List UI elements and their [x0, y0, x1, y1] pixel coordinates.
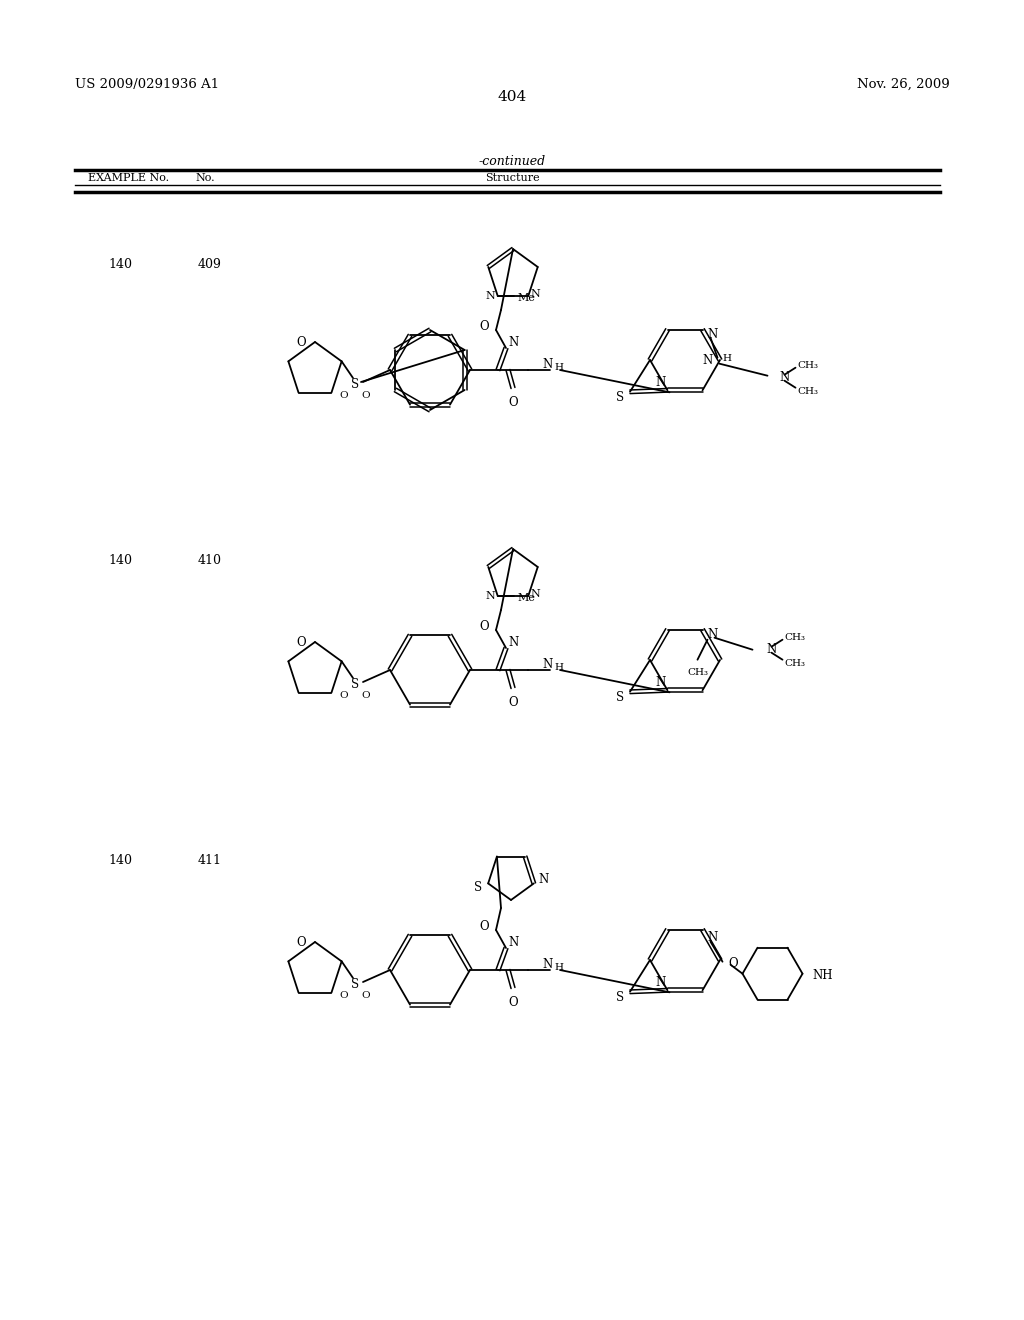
Text: N: N — [655, 676, 666, 689]
Text: CH₃: CH₃ — [798, 362, 818, 370]
Text: N: N — [655, 376, 666, 389]
Text: S: S — [351, 677, 359, 690]
Text: O: O — [508, 696, 518, 709]
Text: N: N — [779, 371, 790, 384]
Text: Me: Me — [518, 593, 536, 603]
Text: Structure: Structure — [484, 173, 540, 183]
Text: N: N — [543, 358, 553, 371]
Text: N: N — [702, 354, 713, 367]
Text: O: O — [340, 991, 348, 1001]
Text: N: N — [508, 936, 518, 949]
Text: N: N — [539, 873, 549, 886]
Text: 410: 410 — [198, 553, 222, 566]
Text: S: S — [615, 391, 624, 404]
Text: N: N — [708, 329, 718, 341]
Text: H: H — [554, 363, 563, 372]
Text: N: N — [708, 628, 718, 642]
Text: O: O — [508, 997, 518, 1008]
Text: 409: 409 — [198, 259, 222, 272]
Text: H: H — [554, 964, 563, 973]
Text: 140: 140 — [108, 553, 132, 566]
Text: O: O — [479, 619, 489, 632]
Text: N: N — [655, 975, 666, 989]
Text: O: O — [340, 692, 348, 701]
Text: N: N — [708, 931, 718, 944]
Text: N: N — [508, 635, 518, 648]
Text: CH₃: CH₃ — [784, 659, 806, 668]
Text: NH: NH — [812, 969, 833, 982]
Text: -continued: -continued — [478, 154, 546, 168]
Text: S: S — [615, 692, 624, 705]
Text: EXAMPLE No.: EXAMPLE No. — [88, 173, 169, 183]
Text: O: O — [296, 335, 306, 348]
Text: O: O — [361, 692, 371, 701]
Text: N: N — [767, 643, 777, 656]
Text: Me: Me — [518, 293, 536, 304]
Text: Nov. 26, 2009: Nov. 26, 2009 — [857, 78, 950, 91]
Text: CH₃: CH₃ — [784, 634, 806, 643]
Text: O: O — [361, 392, 371, 400]
Text: S: S — [615, 991, 624, 1005]
Text: 404: 404 — [498, 90, 526, 104]
Text: N: N — [486, 591, 496, 601]
Text: O: O — [728, 957, 738, 970]
Text: N: N — [543, 657, 553, 671]
Text: S: S — [351, 378, 359, 391]
Text: O: O — [479, 319, 489, 333]
Text: CH₃: CH₃ — [687, 668, 708, 677]
Text: N: N — [530, 589, 540, 599]
Text: H: H — [723, 354, 731, 363]
Text: 140: 140 — [108, 259, 132, 272]
Text: O: O — [296, 635, 306, 648]
Text: N: N — [530, 289, 540, 300]
Text: O: O — [296, 936, 306, 949]
Text: US 2009/0291936 A1: US 2009/0291936 A1 — [75, 78, 219, 91]
Text: O: O — [508, 396, 518, 409]
Text: O: O — [340, 392, 348, 400]
Text: O: O — [361, 991, 371, 1001]
Text: S: S — [351, 978, 359, 990]
Text: CH₃: CH₃ — [798, 387, 818, 396]
Text: No.: No. — [195, 173, 215, 183]
Text: 140: 140 — [108, 854, 132, 866]
Text: S: S — [474, 880, 482, 894]
Text: O: O — [479, 920, 489, 932]
Text: 411: 411 — [198, 854, 222, 866]
Text: N: N — [543, 957, 553, 970]
Text: N: N — [486, 290, 496, 301]
Text: H: H — [554, 664, 563, 672]
Text: N: N — [508, 335, 518, 348]
